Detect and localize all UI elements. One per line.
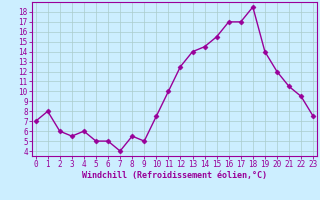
- X-axis label: Windchill (Refroidissement éolien,°C): Windchill (Refroidissement éolien,°C): [82, 171, 267, 180]
